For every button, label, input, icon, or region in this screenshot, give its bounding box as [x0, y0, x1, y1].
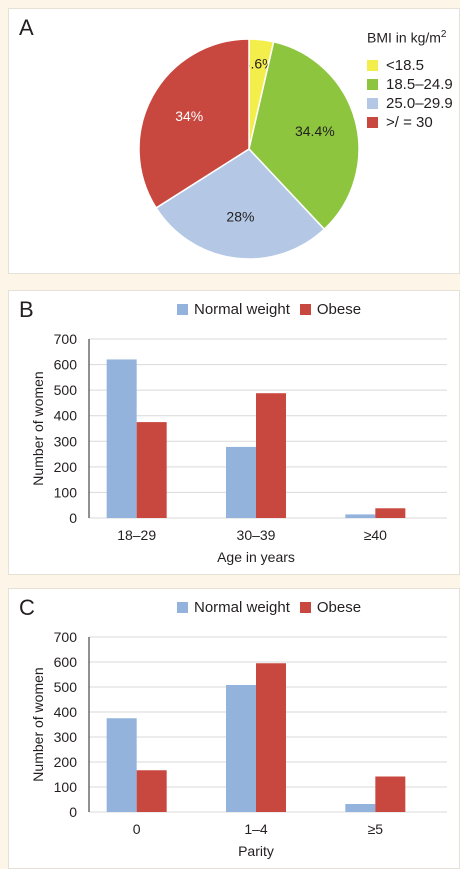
- legend-swatch: [367, 78, 378, 90]
- pie-data-label-normal: 34.4%: [295, 123, 335, 139]
- legend-swatch: [177, 304, 188, 315]
- x-tick-label: ≥5: [368, 821, 384, 837]
- legend-swatch: [177, 602, 188, 613]
- legend-swatch: [367, 59, 378, 71]
- bar-obese: [375, 776, 406, 812]
- legend-label: Normal weight: [194, 301, 290, 318]
- legend-swatch: [299, 602, 311, 613]
- bar-legend-c: Normal weight Obese: [177, 599, 371, 616]
- pie-legend-item-normal: 18.5–24.9: [367, 75, 453, 94]
- pie-legend-title-text: BMI in kg/m: [367, 29, 441, 46]
- legend-label: Normal weight: [194, 599, 290, 616]
- panel-label-a: A: [19, 15, 34, 40]
- pie-slice-obese: [138, 38, 250, 209]
- panel-label-c: C: [19, 595, 35, 620]
- pie-legend-item-obese: >/ = 30: [367, 113, 453, 132]
- y-tick-label: 600: [54, 654, 78, 670]
- bar-chart-age: 0 100 200 300 400 500 600 700 Number of women 18–…: [30, 331, 447, 565]
- legend-label: Obese: [316, 301, 362, 318]
- bar-obese: [256, 393, 286, 518]
- bar-normal-weight: [345, 514, 376, 518]
- pie-slice-normal: [248, 40, 360, 231]
- y-tick-label: 400: [54, 408, 78, 424]
- bar-obese: [256, 663, 286, 812]
- bar-legend-b: Normal weight Obese: [177, 301, 371, 318]
- bar-normal-weight: [106, 359, 137, 518]
- bar-normal-weight: [345, 804, 376, 812]
- x-tick-label: 30–39: [237, 527, 276, 543]
- x-axis-label: Age in years: [217, 549, 295, 565]
- y-tick-label: 300: [54, 433, 78, 449]
- bar-normal-weight: [226, 446, 256, 518]
- x-tick-label: 0: [133, 821, 141, 837]
- y-tick-label: 700: [54, 331, 78, 347]
- legend-swatch: [367, 97, 378, 109]
- panel-a: A 3.6% 34.4% 28% 34% BMI in kg/m2 <18.5 18.…: [8, 8, 460, 274]
- y-tick-label: 300: [54, 729, 78, 745]
- y-tick-label: 200: [54, 459, 78, 475]
- bar-normal-weight: [106, 718, 137, 812]
- x-tick-label: 1–4: [244, 821, 268, 837]
- y-axis-label: Number of women: [30, 667, 46, 781]
- legend-entry-obese: Obese: [299, 599, 362, 616]
- y-axis-label: Number of women: [30, 371, 46, 485]
- pie-legend-title: BMI in kg/m2: [367, 29, 453, 46]
- panel-b: B Normal weight Obese 0 100 200 300 400 500 60…: [8, 290, 460, 575]
- y-tick-label: 200: [54, 754, 78, 770]
- pie-legend-item-underweight: <18.5: [367, 56, 453, 75]
- legend-swatch: [367, 116, 378, 128]
- x-axis-label: Parity: [238, 843, 274, 859]
- legend-label: 18.5–24.9: [386, 75, 453, 93]
- y-tick-label: 500: [54, 382, 78, 398]
- legend-label: 25.0–29.9: [386, 94, 453, 112]
- y-tick-label: 600: [54, 357, 78, 373]
- legend-label: >/ = 30: [386, 113, 433, 131]
- pie-legend-item-overweight: 25.0–29.9: [367, 94, 453, 113]
- pie-legend-title-sup: 2: [440, 29, 447, 40]
- pie-data-label-overweight: 28%: [226, 209, 254, 225]
- panel-label-b: B: [19, 297, 34, 322]
- y-tick-label: 100: [54, 484, 78, 500]
- pie-data-label-obese: 34%: [175, 108, 203, 124]
- y-tick-label: 0: [69, 510, 77, 526]
- bar-obese: [375, 508, 406, 518]
- legend-entry-normal: Normal weight: [177, 301, 290, 318]
- pie-slice-overweight: [155, 148, 326, 260]
- pie-data-label-underweight: 3.6%: [243, 56, 275, 72]
- bar-obese: [136, 770, 167, 812]
- bar-obese: [136, 422, 167, 518]
- y-tick-label: 500: [54, 679, 78, 695]
- x-tick-label: 18–29: [117, 527, 156, 543]
- bar-normal-weight: [226, 685, 256, 812]
- x-tick-label: ≥40: [364, 527, 387, 543]
- panel-c: C Normal weight Obese 0 100 200 300 400 500 60…: [8, 588, 460, 869]
- legend-label: Obese: [316, 599, 362, 616]
- y-tick-label: 700: [54, 629, 78, 645]
- pie-chart: 3.6% 34.4% 28% 34%: [138, 38, 360, 260]
- y-tick-label: 0: [69, 804, 77, 820]
- bar-chart-parity: 0 100 200 300 400 500 600 700 Number of women 0 1–…: [30, 629, 447, 859]
- legend-swatch: [299, 304, 311, 315]
- legend-entry-obese: Obese: [299, 301, 362, 318]
- pie-legend: BMI in kg/m2 <18.5 18.5–24.9 25.0–29.9 >…: [367, 29, 453, 132]
- y-tick-label: 100: [54, 779, 78, 795]
- legend-label: <18.5: [386, 56, 424, 74]
- legend-entry-normal: Normal weight: [177, 599, 290, 616]
- y-tick-label: 400: [54, 704, 78, 720]
